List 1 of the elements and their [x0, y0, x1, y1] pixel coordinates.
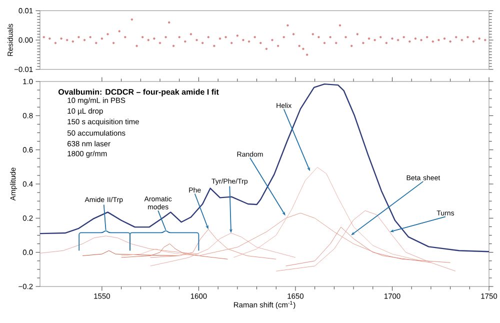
text: Ovalbumin: DCDCR – four-peak amide I fit [58, 88, 219, 96]
